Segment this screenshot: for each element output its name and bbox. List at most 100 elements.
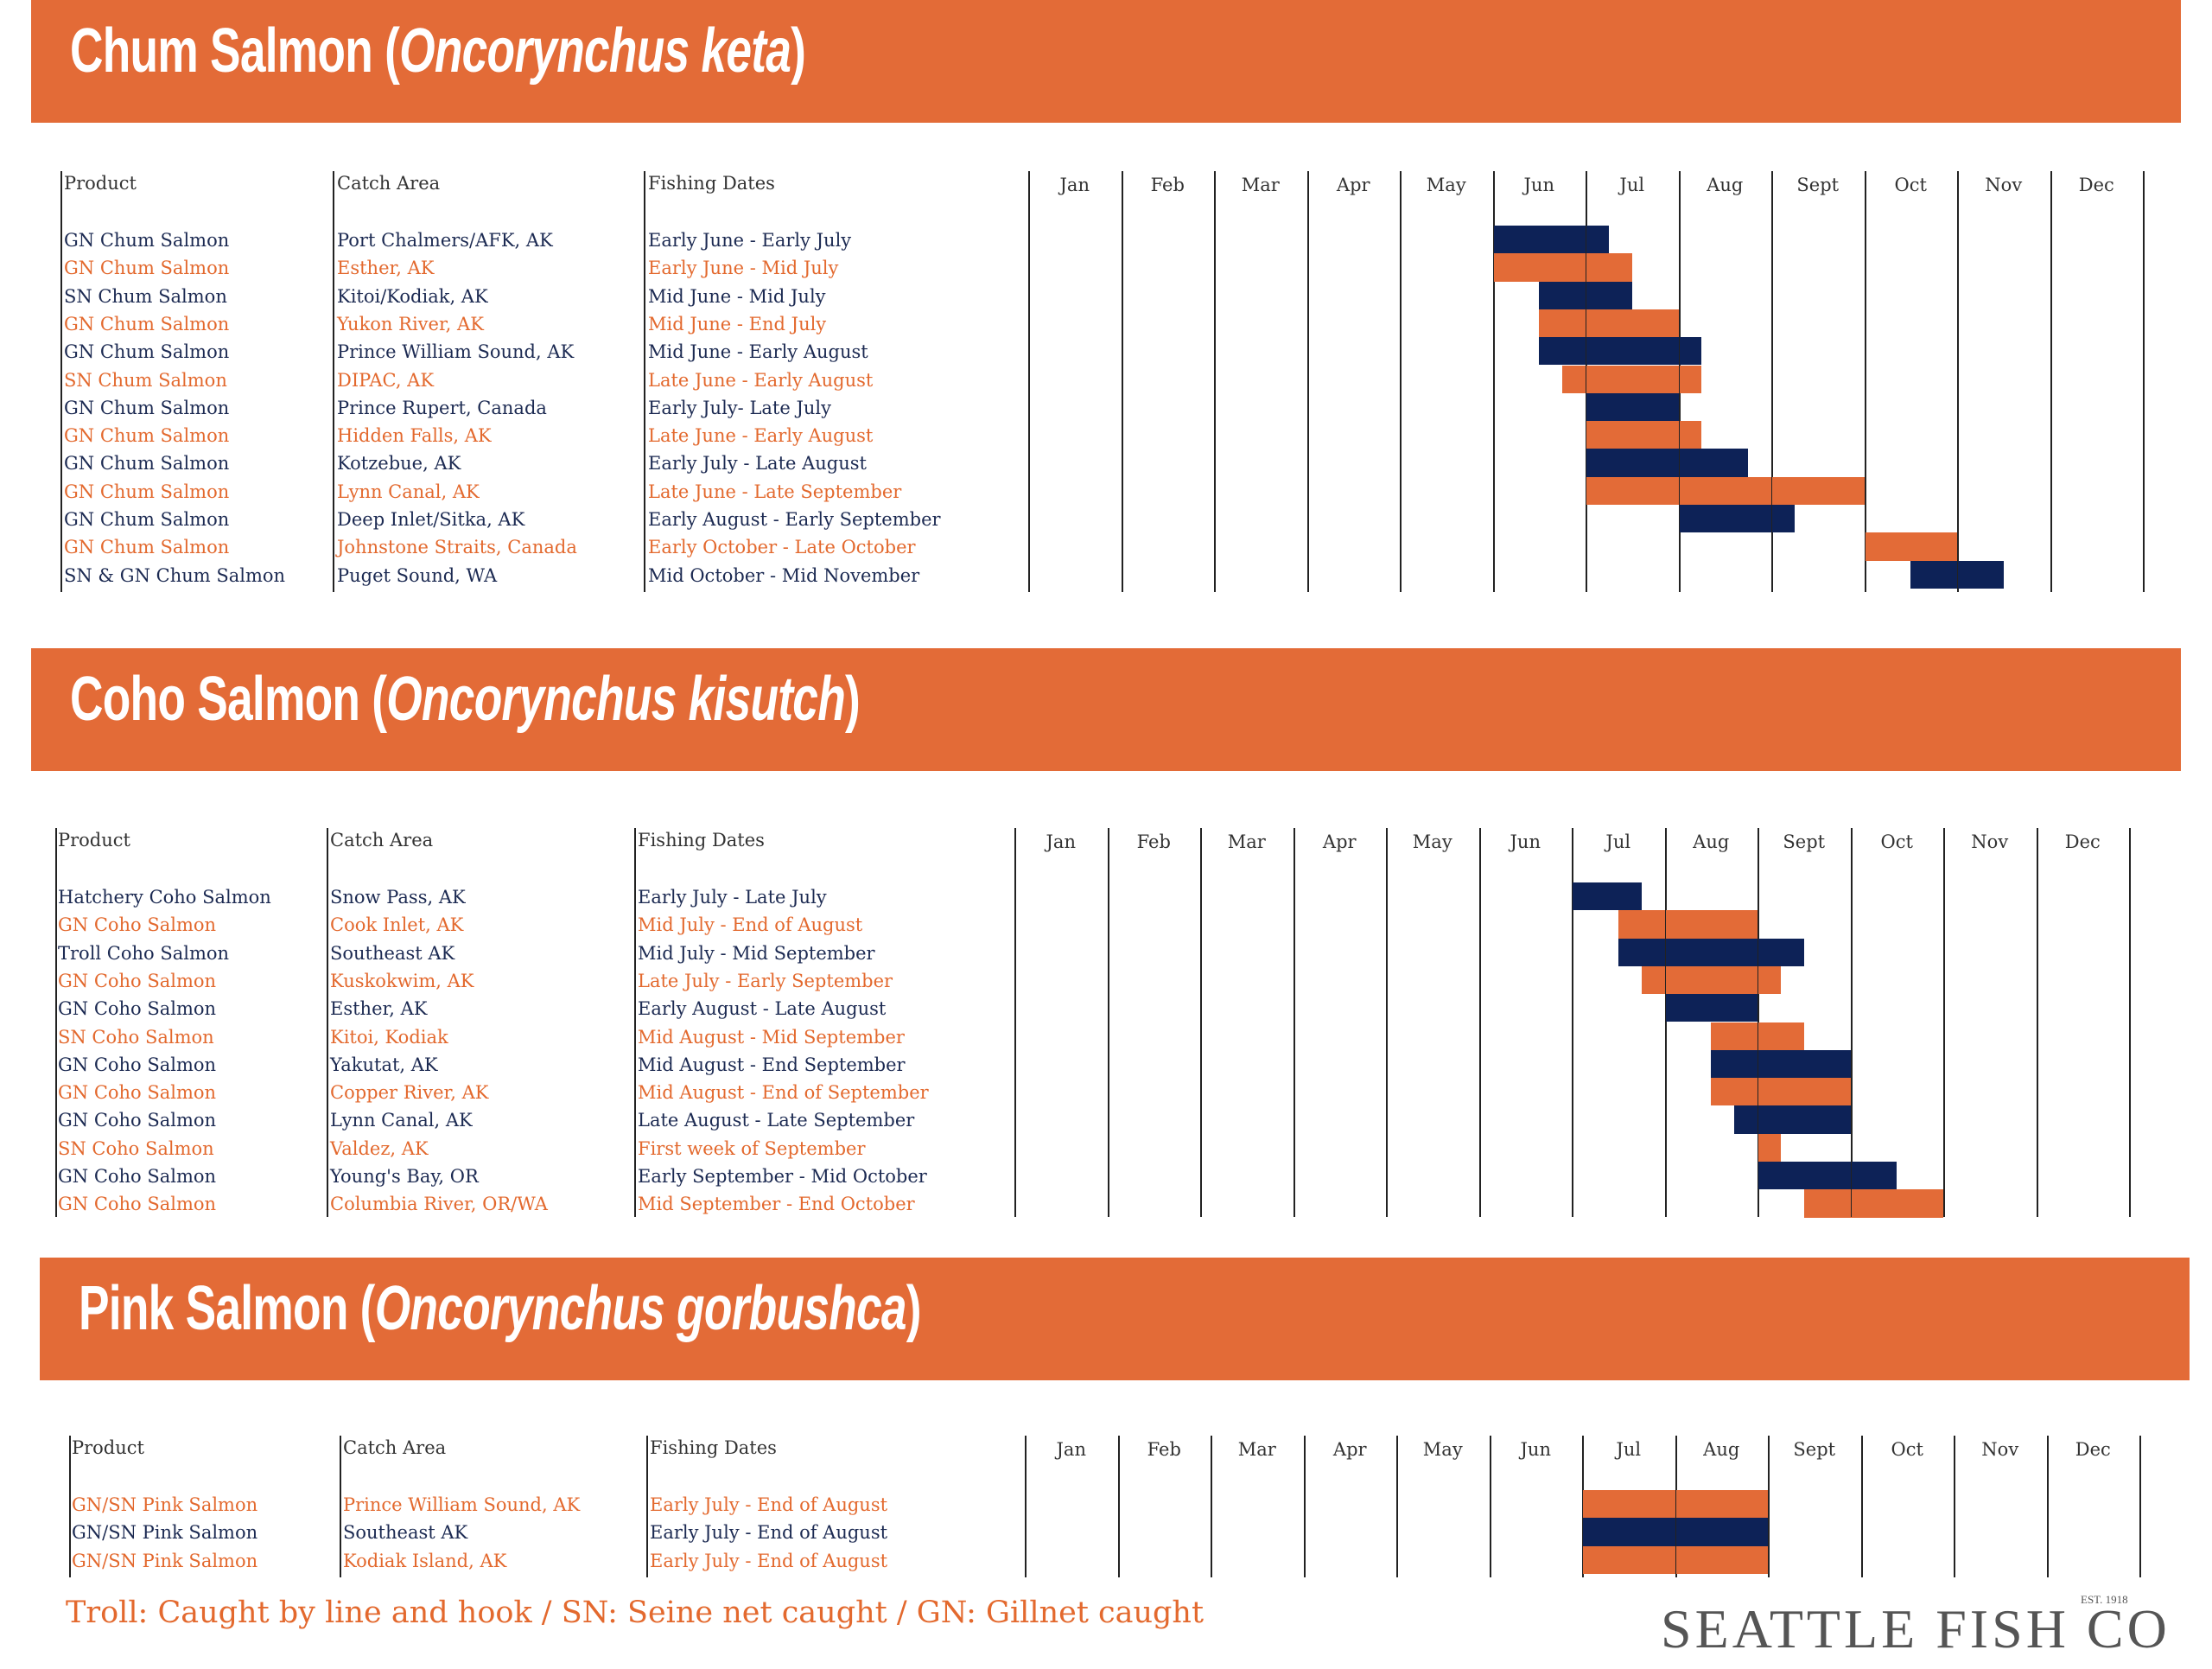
- month-label: Jun: [1520, 1439, 1551, 1460]
- row-area: Valdez, AK: [330, 1137, 429, 1159]
- month-label: Feb: [1150, 175, 1185, 195]
- month-label: Feb: [1147, 1439, 1181, 1460]
- row-product: GN Coho Salmon: [58, 914, 217, 936]
- season-bar: [1586, 421, 1702, 449]
- month-divider: [1572, 828, 1573, 1217]
- season-bar: [1711, 1078, 1851, 1106]
- logo-established: EST. 1918: [2081, 1593, 2128, 1606]
- month-divider: [1850, 828, 1853, 1217]
- row-area: Copper River, AK: [330, 1082, 489, 1104]
- row-area: Puget Sound, WA: [337, 564, 498, 586]
- month-divider: [1957, 171, 1959, 592]
- month-label: Sept: [1796, 175, 1840, 195]
- season-bar: [1586, 476, 1865, 505]
- row-product: GN Chum Salmon: [64, 258, 230, 279]
- season-bar: [1678, 505, 1795, 533]
- month-divider: [1943, 828, 1945, 1217]
- column-header-dates: Fishing Dates: [638, 830, 765, 850]
- month-divider-overlay: [1014, 828, 1015, 1217]
- row-area: Snow Pass, AK: [330, 887, 466, 908]
- month-divider-overlay: [2143, 171, 2144, 592]
- column-divider: [646, 1436, 648, 1577]
- row-dates: Mid September - End October: [638, 1194, 915, 1215]
- row-product: GN Coho Salmon: [58, 1194, 217, 1215]
- month-label: Jan: [1046, 831, 1076, 852]
- row-product: GN Coho Salmon: [58, 1110, 217, 1131]
- month-divider-overlay: [1860, 1436, 1862, 1577]
- row-area: Johnstone Straits, Canada: [337, 537, 577, 558]
- row-product: GN Coho Salmon: [58, 1054, 217, 1075]
- month-divider-overlay: [1492, 171, 1494, 592]
- row-product: SN & GN Chum Salmon: [64, 564, 286, 586]
- month-divider: [1014, 828, 1016, 1217]
- row-product: GN Chum Salmon: [64, 341, 230, 363]
- month-divider: [1864, 171, 1866, 592]
- month-label: Mar: [1227, 831, 1266, 852]
- month-divider: [1121, 171, 1123, 592]
- month-label: Jun: [1523, 175, 1554, 195]
- month-label: Jul: [1616, 1439, 1642, 1460]
- month-divider-overlay: [1306, 171, 1308, 592]
- month-label: Dec: [2075, 1439, 2111, 1460]
- month-label: Jul: [1605, 831, 1631, 852]
- month-divider: [1200, 828, 1202, 1217]
- month-label: Aug: [1703, 1439, 1740, 1460]
- month-label: Jan: [1056, 1439, 1086, 1460]
- row-dates: Early August - Late August: [638, 998, 887, 1020]
- season-bar: [1618, 910, 1758, 939]
- month-divider: [1664, 828, 1667, 1217]
- month-divider-overlay: [1943, 828, 1944, 1217]
- column-divider: [340, 1436, 341, 1577]
- row-dates: Early July - Late July: [638, 887, 827, 908]
- month-label: Oct: [1894, 175, 1927, 195]
- row-area: Southeast AK: [330, 942, 455, 964]
- row-product: GN Chum Salmon: [64, 230, 230, 251]
- month-divider-overlay: [1957, 171, 1958, 592]
- month-divider: [1860, 1436, 1863, 1577]
- month-label: May: [1426, 175, 1466, 195]
- seattle-fish-logo: SEATTLE FISH CO: [1661, 1598, 2171, 1659]
- month-divider-overlay: [1117, 1436, 1119, 1577]
- month-divider-overlay: [1850, 828, 1852, 1217]
- season-bar: [1562, 365, 1702, 393]
- row-area: Lynn Canal, AK: [330, 1110, 473, 1131]
- column-header-dates: Fishing Dates: [650, 1437, 777, 1458]
- row-dates: Mid June - Mid July: [648, 285, 826, 307]
- month-label: Mar: [1237, 1439, 1276, 1460]
- row-product: Hatchery Coho Salmon: [58, 887, 271, 908]
- month-divider-overlay: [1303, 1436, 1305, 1577]
- month-label: Nov: [1981, 1439, 2019, 1460]
- month-divider-overlay: [1200, 828, 1201, 1217]
- row-dates: Late August - Late September: [638, 1110, 915, 1131]
- row-dates: Mid July - End of August: [638, 914, 863, 936]
- section-banner: Chum Salmon (Oncorynchus keta): [31, 0, 2181, 123]
- month-divider: [1492, 171, 1495, 592]
- row-product: GN Coho Salmon: [58, 1082, 217, 1104]
- season-bar: [1734, 1105, 1851, 1134]
- month-label: Nov: [1985, 175, 2023, 195]
- row-area: Southeast AK: [343, 1522, 468, 1544]
- column-header-area: Catch Area: [337, 173, 441, 194]
- section-title: Coho Salmon (Oncorynchus kisutch): [70, 664, 861, 735]
- title-common-name: Coho Salmon (: [70, 665, 387, 734]
- row-dates: Early September - Mid October: [638, 1166, 927, 1187]
- row-product: GN Chum Salmon: [64, 481, 230, 502]
- month-label: May: [1412, 831, 1452, 852]
- row-product: GN Chum Salmon: [64, 397, 230, 418]
- row-dates: Mid June - End July: [648, 313, 827, 334]
- season-bar: [1664, 994, 1758, 1022]
- row-area: Esther, AK: [337, 258, 435, 279]
- month-divider: [1214, 171, 1216, 592]
- row-area: Yakutat, AK: [330, 1054, 438, 1075]
- row-area: Kitoi/Kodiak, AK: [337, 285, 488, 307]
- month-divider-overlay: [1678, 171, 1680, 592]
- column-header-product: Product: [64, 173, 137, 194]
- title-close-paren: ): [906, 1274, 922, 1343]
- month-divider: [2139, 1436, 2141, 1577]
- season-bar: [1539, 309, 1679, 338]
- month-divider: [1117, 1436, 1120, 1577]
- month-divider-overlay: [2129, 828, 2130, 1217]
- section-title: Chum Salmon (Oncorynchus keta): [70, 16, 806, 86]
- month-label: Feb: [1136, 831, 1171, 852]
- row-product: SN Chum Salmon: [64, 285, 227, 307]
